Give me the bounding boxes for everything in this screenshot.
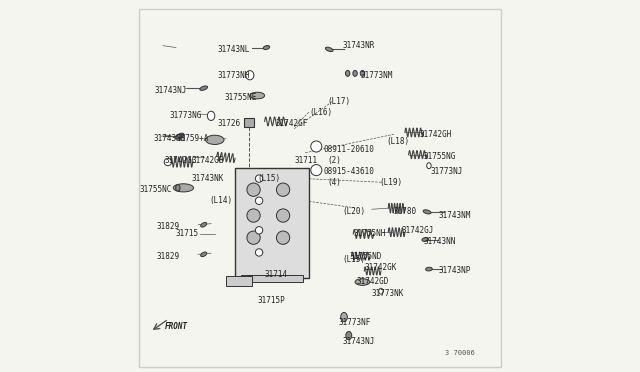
Text: 31742GD: 31742GD: [357, 278, 389, 286]
Circle shape: [255, 227, 263, 234]
Text: (L17): (L17): [328, 97, 351, 106]
Text: 31755NG: 31755NG: [424, 152, 456, 161]
Circle shape: [247, 231, 260, 244]
Ellipse shape: [175, 185, 180, 191]
Ellipse shape: [175, 133, 184, 139]
Text: 31742GH: 31742GH: [420, 130, 452, 139]
Text: 31755NH: 31755NH: [353, 230, 386, 238]
Circle shape: [311, 164, 322, 176]
Bar: [235, 167, 309, 278]
Circle shape: [164, 158, 172, 166]
Text: 31743NH: 31743NH: [154, 134, 186, 142]
Text: 31743NR: 31743NR: [342, 41, 374, 50]
Ellipse shape: [201, 252, 207, 257]
Text: 31714: 31714: [264, 270, 288, 279]
Text: 31742GF: 31742GF: [276, 119, 308, 128]
FancyBboxPatch shape: [139, 9, 501, 367]
Text: 31715: 31715: [175, 230, 198, 238]
Text: (L16): (L16): [309, 108, 332, 117]
Circle shape: [247, 209, 260, 222]
Ellipse shape: [427, 163, 431, 169]
Text: 31773NH: 31773NH: [218, 71, 250, 80]
Text: 31755ND: 31755ND: [349, 251, 382, 261]
Circle shape: [276, 183, 290, 196]
Text: 31711: 31711: [294, 155, 317, 165]
Ellipse shape: [346, 331, 352, 340]
Bar: [241, 275, 303, 282]
Ellipse shape: [246, 71, 254, 80]
Text: (L14): (L14): [209, 196, 232, 205]
Text: 31829: 31829: [157, 222, 180, 231]
Ellipse shape: [207, 111, 215, 121]
Text: 31773NJ: 31773NJ: [431, 167, 463, 176]
Text: 31726: 31726: [218, 119, 241, 128]
Text: 31742GJ: 31742GJ: [401, 226, 434, 235]
Text: 3 70006: 3 70006: [445, 350, 475, 356]
Text: 31780: 31780: [394, 207, 417, 217]
Text: FRONT: FRONT: [165, 322, 188, 331]
Text: (L15): (L15): [342, 255, 365, 264]
Ellipse shape: [360, 70, 365, 76]
Text: W: W: [313, 168, 319, 173]
Ellipse shape: [200, 86, 207, 90]
Ellipse shape: [250, 92, 264, 99]
Text: N: N: [314, 144, 319, 149]
Bar: [244, 118, 253, 127]
Circle shape: [255, 197, 263, 205]
Text: 31743NP: 31743NP: [438, 266, 470, 275]
Ellipse shape: [422, 238, 429, 241]
Text: (4): (4): [328, 178, 341, 187]
Ellipse shape: [340, 312, 348, 322]
Bar: [226, 276, 252, 286]
Ellipse shape: [263, 45, 269, 49]
Text: (L18): (L18): [387, 137, 410, 146]
Circle shape: [255, 175, 263, 182]
Text: 08915-43610: 08915-43610: [324, 167, 374, 176]
Text: 31742GK: 31742GK: [364, 263, 397, 272]
Text: 31715P: 31715P: [257, 296, 285, 305]
Ellipse shape: [379, 288, 383, 294]
Text: (2): (2): [328, 155, 341, 165]
Text: 31742GE: 31742GE: [191, 155, 224, 165]
Text: 31743NK: 31743NK: [191, 174, 224, 183]
Text: 31773NM: 31773NM: [360, 71, 393, 80]
Text: 31743NJ: 31743NJ: [155, 86, 187, 94]
Ellipse shape: [325, 47, 333, 52]
Text: (L20): (L20): [342, 207, 365, 217]
Text: 31773NK: 31773NK: [372, 289, 404, 298]
Circle shape: [276, 209, 290, 222]
Text: 31755NE: 31755NE: [225, 93, 257, 102]
Ellipse shape: [423, 210, 431, 214]
Text: 31743NN: 31743NN: [424, 237, 456, 246]
Text: 31829: 31829: [157, 251, 180, 261]
Text: 31743NJ: 31743NJ: [342, 337, 374, 346]
Ellipse shape: [353, 70, 357, 76]
Ellipse shape: [201, 222, 207, 227]
Text: 31759+A: 31759+A: [177, 134, 209, 142]
Text: 31773NF: 31773NF: [339, 318, 371, 327]
Text: (L15): (L15): [257, 174, 280, 183]
Text: 31742GC: 31742GC: [165, 155, 197, 165]
Circle shape: [255, 249, 263, 256]
Ellipse shape: [426, 267, 432, 271]
Ellipse shape: [346, 70, 350, 76]
Text: 31773NG: 31773NG: [170, 111, 202, 121]
Text: 08911-20610: 08911-20610: [324, 145, 374, 154]
Circle shape: [276, 231, 290, 244]
Circle shape: [311, 141, 322, 152]
Ellipse shape: [355, 279, 370, 285]
Ellipse shape: [205, 135, 224, 144]
Text: 31755NC: 31755NC: [140, 185, 172, 194]
Text: 31743NM: 31743NM: [438, 211, 470, 220]
Ellipse shape: [173, 184, 193, 192]
Circle shape: [247, 183, 260, 196]
Text: 31743NL: 31743NL: [218, 45, 250, 54]
Text: (L19): (L19): [379, 178, 402, 187]
